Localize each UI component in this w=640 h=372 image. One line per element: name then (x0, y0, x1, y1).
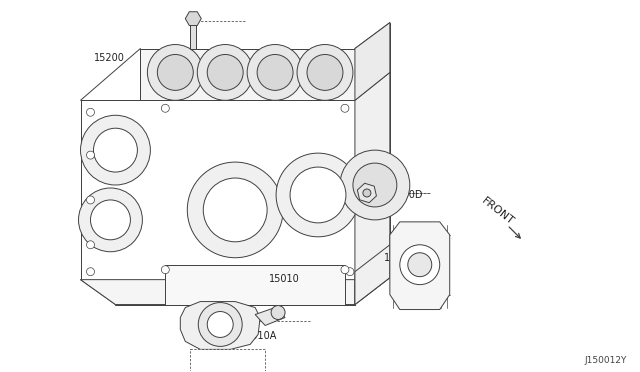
Polygon shape (355, 245, 390, 305)
Circle shape (341, 266, 349, 274)
FancyBboxPatch shape (190, 349, 265, 372)
Circle shape (207, 54, 243, 90)
Polygon shape (81, 280, 355, 305)
Circle shape (86, 196, 95, 204)
Polygon shape (357, 183, 376, 203)
Circle shape (400, 245, 440, 285)
Polygon shape (81, 100, 355, 280)
Circle shape (157, 54, 193, 90)
Circle shape (276, 153, 360, 237)
Circle shape (86, 241, 95, 249)
Circle shape (147, 45, 204, 100)
Circle shape (93, 128, 138, 172)
Circle shape (79, 188, 142, 252)
Circle shape (188, 162, 283, 258)
Circle shape (341, 104, 349, 112)
Circle shape (307, 54, 343, 90)
Text: J150012Y: J150012Y (584, 356, 627, 365)
Circle shape (290, 167, 346, 223)
Circle shape (86, 268, 95, 276)
Circle shape (257, 54, 293, 90)
Polygon shape (165, 265, 345, 305)
Circle shape (363, 189, 371, 197)
Polygon shape (186, 12, 201, 26)
Circle shape (204, 178, 267, 242)
Text: 15010A: 15010A (240, 331, 278, 341)
Polygon shape (390, 222, 450, 310)
Circle shape (346, 268, 354, 276)
Circle shape (247, 45, 303, 100)
Circle shape (161, 266, 170, 274)
Polygon shape (255, 308, 285, 326)
Polygon shape (140, 48, 355, 100)
Circle shape (408, 253, 432, 277)
Circle shape (197, 45, 253, 100)
Circle shape (81, 115, 150, 185)
Text: 22630D: 22630D (384, 190, 422, 200)
Circle shape (86, 151, 95, 159)
Circle shape (271, 305, 285, 320)
Polygon shape (355, 252, 390, 305)
Circle shape (353, 163, 397, 207)
Polygon shape (180, 302, 260, 349)
Circle shape (198, 302, 242, 346)
Text: FRONT: FRONT (479, 195, 515, 227)
Text: 15208: 15208 (384, 253, 415, 263)
Circle shape (340, 150, 410, 220)
Polygon shape (190, 19, 196, 48)
Circle shape (90, 200, 131, 240)
Circle shape (207, 311, 233, 337)
Circle shape (86, 108, 95, 116)
Text: 15200: 15200 (94, 53, 125, 63)
Circle shape (161, 104, 170, 112)
Text: 15010: 15010 (269, 274, 300, 284)
Circle shape (297, 45, 353, 100)
Polygon shape (355, 23, 390, 100)
Polygon shape (355, 73, 390, 280)
